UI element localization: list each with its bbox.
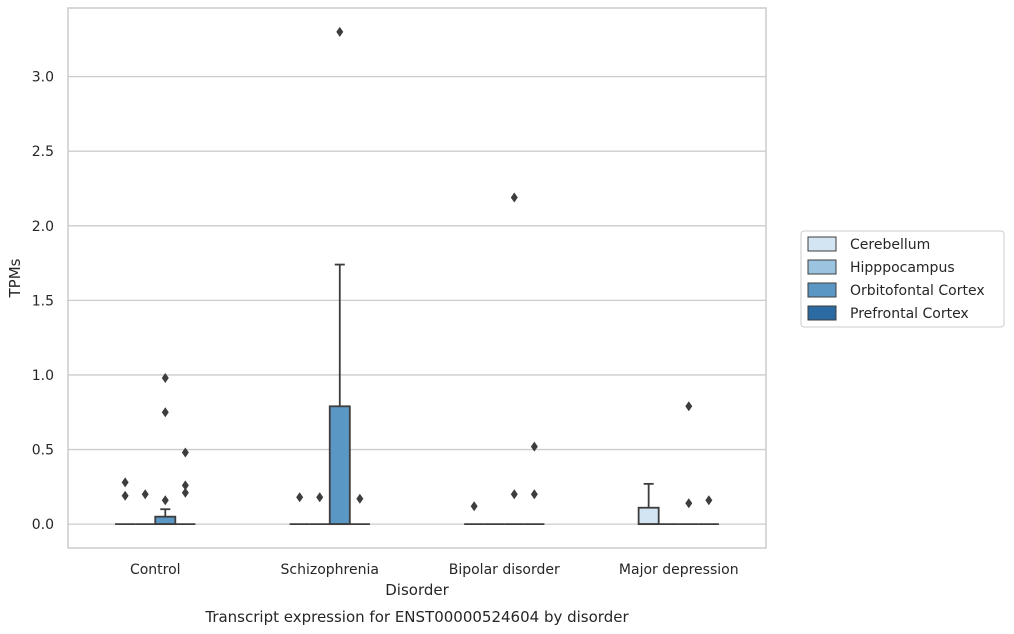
outlier-point: [181, 447, 189, 458]
box: [698, 495, 719, 526]
outlier-point: [121, 490, 129, 501]
box: [115, 477, 136, 526]
box-body: [328, 405, 351, 526]
boxes: [115, 26, 719, 526]
box: [289, 492, 310, 526]
outlier-point: [510, 489, 518, 500]
x-tick-label: Bipolar disorder: [449, 562, 560, 578]
legend-label: Cerebellum: [850, 237, 930, 253]
plot-frame: [67, 7, 767, 549]
outlier-point: [336, 26, 344, 37]
y-tick-label: 3.0: [32, 70, 54, 86]
y-axis-ticks: 0.0 0.5 1.0 1.5 2.0 2.5 3.0: [32, 70, 54, 534]
outlier-point: [685, 498, 693, 509]
legend-label: Prefrontal Cortex: [850, 306, 969, 322]
legend-label: Orbitofontal Cortex: [850, 283, 985, 299]
outlier-point: [161, 495, 169, 506]
box: [678, 401, 699, 526]
x-axis-title: Disorder: [385, 581, 449, 599]
outlier-point: [181, 480, 189, 491]
outlier-point: [685, 401, 693, 412]
outlier-point: [530, 489, 538, 500]
legend-swatch: [807, 259, 837, 275]
box: [328, 26, 351, 526]
grid-lines: [68, 75, 766, 525]
box-body: [637, 506, 660, 526]
outlier-point: [510, 192, 518, 203]
box-body: [154, 515, 177, 526]
legend-swatch: [807, 236, 837, 252]
box: [504, 192, 525, 526]
outlier-point: [141, 489, 149, 500]
outlier-point: [470, 501, 478, 512]
x-axis-ticks: Control Schizophrenia Bipolar disorder Majo…: [130, 562, 739, 578]
outlier-point: [161, 407, 169, 418]
x-tick-label: Control: [130, 562, 181, 578]
outlier-point: [356, 493, 364, 504]
legend-frame: [800, 230, 1005, 328]
outlier-point: [296, 492, 304, 503]
outlier-point: [530, 441, 538, 452]
box: [175, 447, 196, 526]
y-tick-label: 1.5: [32, 293, 54, 309]
y-tick-label: 2.0: [32, 219, 54, 235]
y-tick-label: 0.0: [32, 517, 54, 533]
box: [349, 493, 370, 526]
outlier-point: [121, 477, 129, 488]
box: [154, 372, 177, 526]
figure-caption: Transcript expression for ENST0000052460…: [204, 608, 629, 626]
box: [309, 492, 330, 526]
box: [135, 489, 156, 526]
legend-label: Hipppocampus: [850, 260, 955, 276]
y-axis-title: TPMs: [6, 258, 24, 298]
legend-swatch: [807, 282, 837, 298]
box: [524, 441, 545, 526]
legend: Cerebellum Hipppocampus Orbitofontal Corte…: [800, 230, 1005, 328]
outlier-point: [161, 372, 169, 383]
legend-swatch: [807, 305, 837, 321]
box: [637, 482, 660, 526]
box: [464, 501, 485, 526]
x-tick-label: Schizophrenia: [281, 562, 379, 578]
outlier-point: [705, 495, 713, 506]
outlier-point: [316, 492, 324, 503]
x-tick-label: Major depression: [619, 562, 739, 578]
y-tick-label: 0.5: [32, 443, 54, 459]
y-tick-label: 2.5: [32, 144, 54, 160]
outlier-point: [181, 487, 189, 498]
y-tick-label: 1.0: [32, 368, 54, 384]
